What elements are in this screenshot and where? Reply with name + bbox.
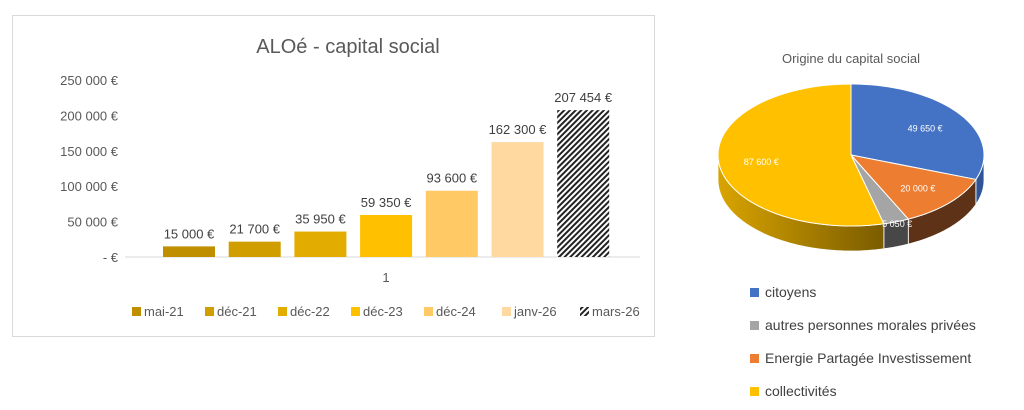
legend-swatch bbox=[351, 307, 360, 316]
pie-slice-Energie Partagée Investissement bbox=[849, 154, 977, 220]
bar-chart-frame bbox=[12, 15, 655, 337]
pie-legend-item[interactable]: autres personnes morales privées bbox=[750, 317, 976, 333]
legend-swatch bbox=[750, 287, 759, 297]
bar-janv-26 bbox=[491, 142, 544, 257]
legend-swatch bbox=[750, 353, 759, 363]
legend-swatch bbox=[424, 307, 433, 316]
pie-legend-item[interactable]: Energie Partagée Investissement bbox=[750, 350, 971, 366]
legend-label: citoyens bbox=[765, 284, 817, 300]
pie-data-label: 49 650 € bbox=[908, 123, 943, 133]
legend-label-déc-23[interactable]: déc-23 bbox=[363, 304, 403, 319]
pie-data-label: 87 600 € bbox=[744, 157, 779, 167]
bar-chart-title: ALOé - capital social bbox=[256, 36, 439, 58]
legend-swatch bbox=[278, 307, 287, 316]
y-tick-label: - € bbox=[103, 250, 119, 265]
legend-swatch bbox=[580, 307, 589, 316]
pie-legend-item[interactable]: collectivités bbox=[750, 383, 837, 399]
bar-déc-24 bbox=[425, 190, 478, 257]
y-tick-label: 50 000 € bbox=[67, 215, 118, 230]
legend-label: collectivités bbox=[765, 383, 837, 399]
y-tick-label: 150 000 € bbox=[60, 144, 119, 159]
legend-label: Energie Partagée Investissement bbox=[765, 350, 972, 366]
bar-mars-26 bbox=[557, 110, 610, 258]
bar-data-label: 21 700 € bbox=[229, 222, 280, 237]
pie-legend-item[interactable]: citoyens bbox=[750, 284, 816, 300]
bar-data-label: 93 600 € bbox=[426, 171, 477, 186]
bar-data-label: 59 350 € bbox=[361, 195, 412, 210]
y-tick-label: 200 000 € bbox=[60, 108, 119, 123]
legend-label-mai-21[interactable]: mai-21 bbox=[144, 304, 184, 319]
legend-swatch bbox=[750, 386, 759, 396]
y-tick-label: 100 000 € bbox=[60, 179, 119, 194]
bar-data-label: 35 950 € bbox=[295, 212, 346, 227]
pie-data-label: 5 050 € bbox=[882, 219, 912, 229]
bar-déc-22 bbox=[294, 231, 347, 257]
legend-label-déc-21[interactable]: déc-21 bbox=[217, 304, 257, 319]
legend-label-déc-22[interactable]: déc-22 bbox=[290, 304, 330, 319]
bar-data-label: 207 454 € bbox=[554, 90, 613, 105]
legend-label: autres personnes morales privées bbox=[765, 317, 976, 333]
pie-chart-title: Origine du capital social bbox=[782, 51, 920, 66]
legend-swatch bbox=[502, 307, 511, 316]
legend-swatch bbox=[750, 320, 759, 330]
legend-label-mars-26[interactable]: mars-26 bbox=[592, 304, 640, 319]
bar-mai-21 bbox=[163, 246, 215, 257]
legend-label-déc-24[interactable]: déc-24 bbox=[436, 304, 476, 319]
bar-déc-21 bbox=[228, 241, 281, 257]
legend-swatch bbox=[132, 307, 141, 316]
pie-slice-autres personnes morales privées bbox=[850, 154, 910, 225]
y-tick-label: 250 000 € bbox=[60, 73, 119, 88]
bar-data-label: 15 000 € bbox=[164, 226, 215, 241]
bar-déc-23 bbox=[360, 214, 413, 257]
pie-slice-collectivités bbox=[717, 83, 885, 227]
pie-slice-citoyens bbox=[850, 83, 985, 180]
x-tick-label: 1 bbox=[382, 270, 389, 285]
legend-label-janv-26[interactable]: janv-26 bbox=[513, 304, 557, 319]
pie-data-label: 20 000 € bbox=[900, 183, 935, 193]
bar-data-label: 162 300 € bbox=[489, 122, 548, 137]
legend-swatch bbox=[205, 307, 214, 316]
